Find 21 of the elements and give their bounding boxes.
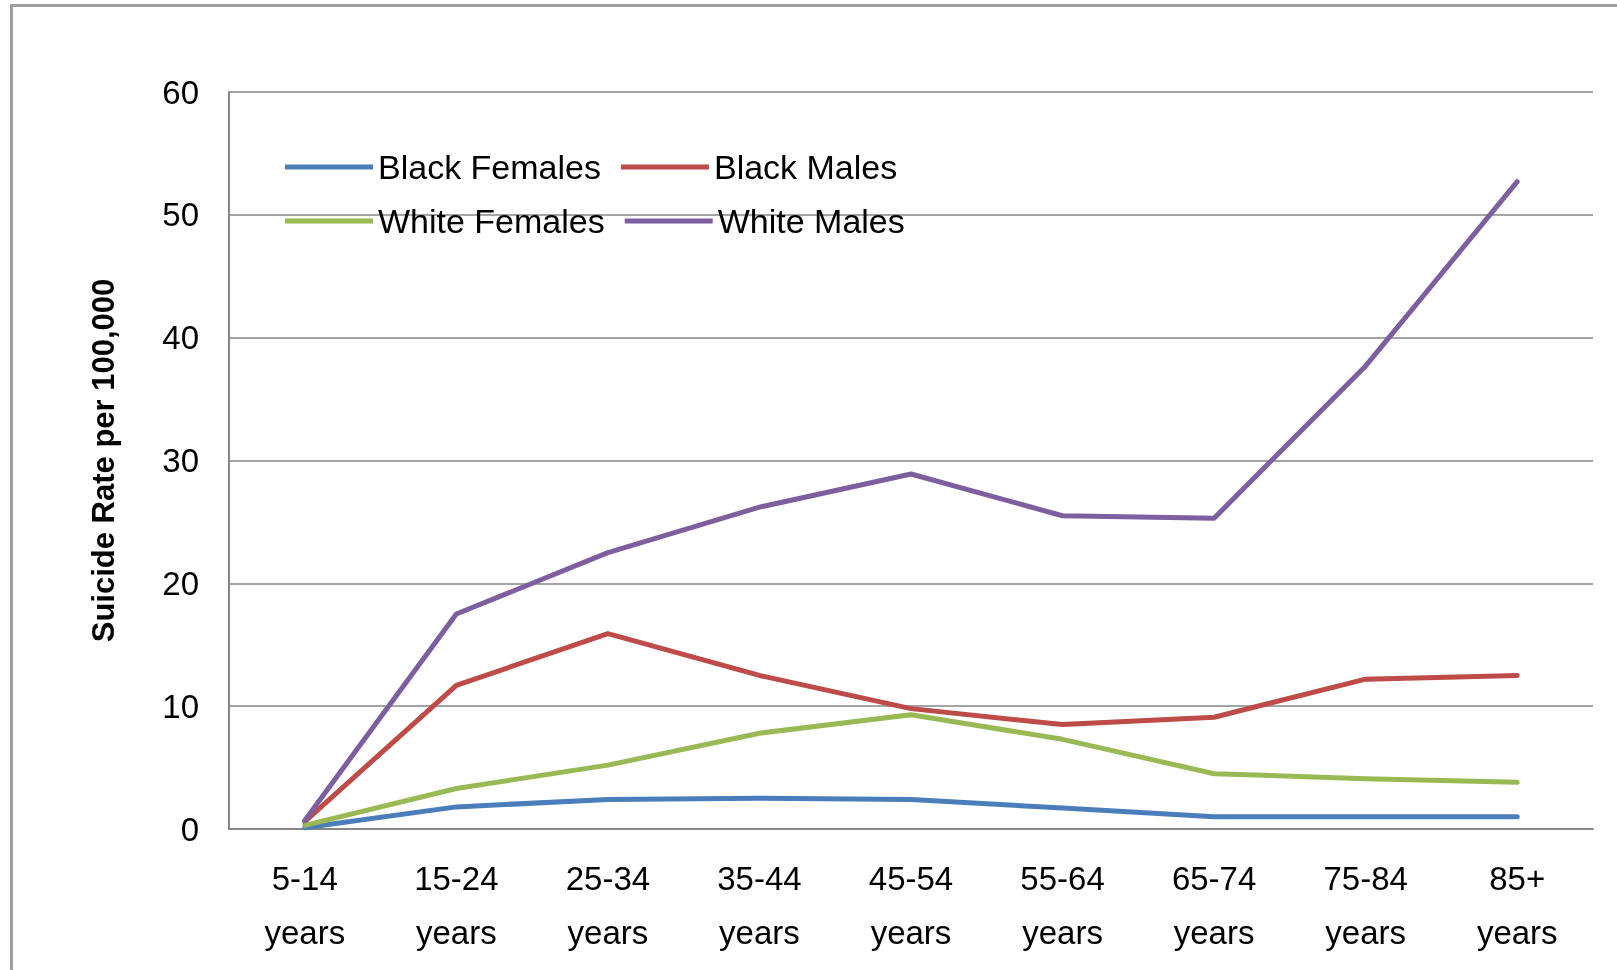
legend-label: White Males (717, 202, 905, 240)
legend-label: Black Females (378, 148, 601, 186)
y-tick-label: 0 (180, 810, 199, 848)
x-tick-label: 75-84 years (1323, 859, 1408, 951)
legend-label: Black Males (713, 148, 898, 186)
x-tick-label: 25-34 years (565, 859, 651, 951)
x-tick-label: 45-54 years (868, 859, 954, 951)
y-axis-title: Suicide Rate per 100,000 (86, 278, 121, 643)
y-tick-label: 20 (162, 564, 199, 602)
legend-label: White Females (378, 202, 605, 240)
y-tick-label: 10 (162, 687, 199, 725)
x-tick-label: 65-74 years (1171, 859, 1257, 951)
x-tick-label: 35-44 years (717, 859, 802, 951)
x-tick-label: 15-24 years (414, 859, 499, 951)
y-tick-label: 40 (162, 319, 199, 357)
y-tick-label: 60 (162, 73, 199, 111)
y-tick-label: 50 (162, 196, 199, 234)
x-tick-label: 5-14 years (264, 859, 346, 951)
y-tick-label: 30 (162, 442, 199, 479)
x-tick-label: 85+ years (1476, 859, 1558, 951)
x-tick-label: 55-64 years (1020, 859, 1105, 951)
